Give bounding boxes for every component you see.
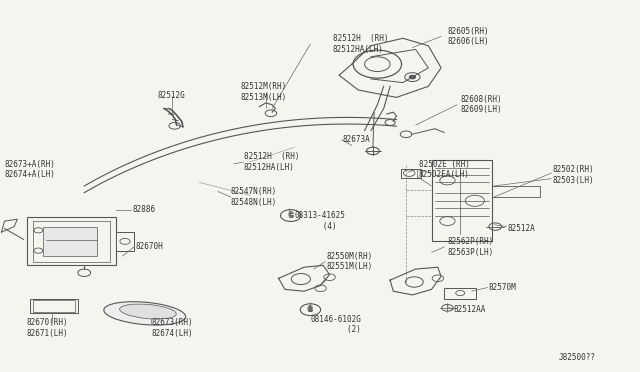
Text: 08313-41625
      (4): 08313-41625 (4) <box>294 211 346 231</box>
Text: 82605(RH)
82606(LH): 82605(RH) 82606(LH) <box>447 27 489 46</box>
Bar <box>444 288 476 299</box>
Text: J82500??: J82500?? <box>559 353 596 362</box>
Text: 82512M(RH)
82513M(LH): 82512M(RH) 82513M(LH) <box>241 82 287 102</box>
Text: 82886: 82886 <box>132 205 155 215</box>
Text: 82673A: 82673A <box>342 135 370 144</box>
Text: 82562P(RH)
82563P(LH): 82562P(RH) 82563P(LH) <box>447 237 493 257</box>
Bar <box>43 227 97 256</box>
Bar <box>27 217 116 265</box>
Bar <box>30 299 78 313</box>
Text: 82512H  (RH)
82512HA(LH): 82512H (RH) 82512HA(LH) <box>244 152 299 172</box>
Text: ©: © <box>307 305 315 314</box>
Text: 08146-6102G
        (2): 08146-6102G (2) <box>310 315 362 334</box>
Bar <box>431 160 492 241</box>
Text: 82512AA: 82512AA <box>454 305 486 314</box>
Text: 82673(RH)
82674(LH): 82673(RH) 82674(LH) <box>151 318 193 338</box>
Ellipse shape <box>104 302 186 325</box>
Text: 82670(RH)
82671(LH): 82670(RH) 82671(LH) <box>27 318 68 338</box>
Bar <box>401 169 421 177</box>
Text: 82512A: 82512A <box>508 224 536 233</box>
Text: 82670H: 82670H <box>135 243 163 251</box>
Text: S: S <box>288 212 293 218</box>
Text: 82512H  (RH)
82512HA(LH): 82512H (RH) 82512HA(LH) <box>333 34 388 54</box>
Bar <box>33 221 109 262</box>
Text: ©: © <box>287 211 295 220</box>
Text: 82512G: 82512G <box>157 91 185 100</box>
Text: 82502E (RH)
82502EA(LH): 82502E (RH) 82502EA(LH) <box>419 160 470 179</box>
Text: 82550M(RH)
82551M(LH): 82550M(RH) 82551M(LH) <box>326 252 372 272</box>
Text: 82570M: 82570M <box>489 283 516 292</box>
Text: 82673+A(RH)
82674+A(LH): 82673+A(RH) 82674+A(LH) <box>4 160 56 179</box>
Bar <box>33 301 75 311</box>
Text: B: B <box>308 307 313 313</box>
Ellipse shape <box>120 304 176 319</box>
Bar <box>116 232 134 251</box>
Text: 82608(RH)
82609(LH): 82608(RH) 82609(LH) <box>460 95 502 115</box>
Circle shape <box>409 75 415 79</box>
Text: 82547N(RH)
82548N(LH): 82547N(RH) 82548N(LH) <box>231 187 277 207</box>
Text: 82502(RH)
82503(LH): 82502(RH) 82503(LH) <box>552 165 594 185</box>
